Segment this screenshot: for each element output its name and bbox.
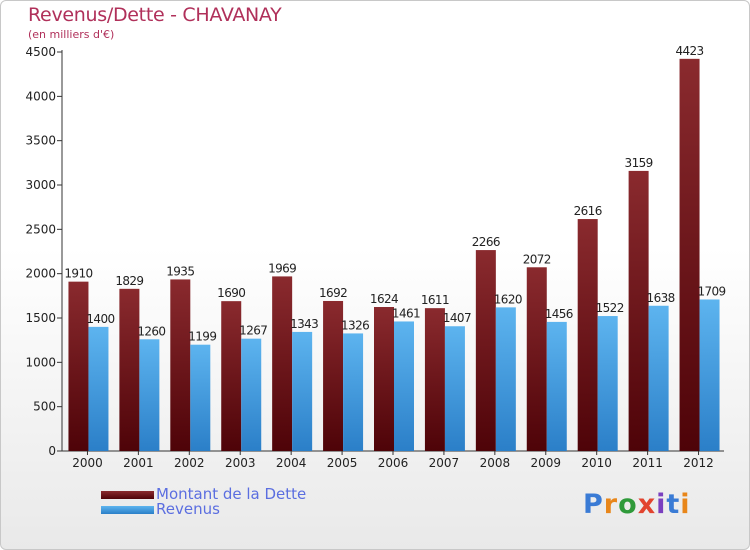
bar-debt (170, 279, 191, 451)
data-label-revenue: 1709 (697, 284, 725, 298)
bar-debt (272, 276, 293, 451)
legend-swatch-revenue (101, 506, 154, 514)
logo-letter: i (656, 489, 667, 520)
legend-label-revenue: Revenus (156, 500, 220, 518)
bar-revenue (444, 326, 465, 451)
legend-swatch-debt (101, 491, 154, 499)
proxiti-logo: Proxiti (583, 489, 691, 520)
bar-revenue (546, 321, 567, 451)
bar-debt (119, 288, 140, 451)
data-label-revenue: 1461 (392, 306, 420, 320)
data-label-revenue: 1267 (239, 324, 267, 338)
data-label-revenue: 1638 (647, 291, 675, 305)
bar-revenue (88, 326, 109, 451)
bar-debt (374, 307, 394, 451)
x-tick-label: 2004 (276, 456, 307, 470)
x-tick-label: 2003 (225, 456, 256, 470)
data-label-debt: 2266 (472, 235, 500, 249)
data-label-debt: 1692 (319, 286, 347, 300)
data-label-revenue: 1326 (341, 318, 369, 332)
data-label-revenue: 1343 (290, 317, 318, 331)
bar-debt (526, 267, 547, 451)
y-tick-label: 1500 (25, 311, 56, 325)
chart-subtitle: (en milliers d'€) (28, 28, 115, 41)
data-label-debt: 1935 (166, 264, 194, 278)
y-tick-label: 500 (33, 400, 56, 414)
data-label-revenue: 1400 (86, 312, 114, 326)
bar-revenue (394, 321, 414, 451)
data-label-revenue: 1407 (443, 311, 471, 325)
x-tick-label: 2000 (72, 456, 103, 470)
data-label-revenue: 1522 (596, 301, 624, 315)
data-label-debt: 1690 (217, 286, 245, 300)
y-tick-label: 3500 (25, 134, 56, 148)
bar-debt (68, 281, 89, 451)
data-label-debt: 1611 (421, 293, 449, 307)
x-tick-label: 2012 (683, 456, 714, 470)
logo-letter: P (583, 489, 604, 520)
x-tick-label: 2008 (480, 456, 511, 470)
data-label-debt: 1829 (115, 274, 143, 288)
data-label-revenue: 1260 (137, 324, 165, 338)
logo-letter: t (666, 489, 681, 520)
data-label-debt: 3159 (625, 156, 653, 170)
chart-title: Revenus/Dette - CHAVANAY (28, 4, 282, 26)
x-tick-label: 2006 (378, 456, 409, 470)
data-label-revenue: 1456 (545, 307, 573, 321)
bar-debt (679, 58, 700, 451)
x-tick-label: 2001 (123, 456, 154, 470)
x-tick-label: 2005 (327, 456, 358, 470)
y-tick-label: 2500 (25, 222, 56, 236)
bar-debt (628, 170, 649, 452)
bar-debt (577, 219, 598, 451)
x-tick-label: 2010 (581, 456, 612, 470)
data-label-revenue: 1199 (188, 330, 216, 344)
bar-revenue (597, 316, 618, 451)
bar-revenue (495, 307, 516, 451)
y-tick-label: 2000 (25, 267, 56, 281)
bar-revenue (699, 299, 720, 451)
data-label-debt: 1910 (64, 267, 92, 281)
x-tick-label: 2011 (632, 456, 663, 470)
bar-revenue (190, 344, 211, 451)
x-tick-label: 2002 (174, 456, 205, 470)
x-tick-label: 2007 (429, 456, 460, 470)
data-label-revenue: 1620 (494, 292, 522, 306)
data-label-debt: 1624 (370, 292, 398, 306)
y-tick-label: 3000 (25, 178, 56, 192)
bar-debt (424, 308, 445, 451)
logo-letter: r (603, 489, 619, 520)
data-label-debt: 1969 (268, 261, 296, 275)
bar-revenue (139, 339, 160, 451)
y-tick-label: 0 (48, 444, 56, 458)
logo-letter: i (680, 489, 691, 520)
y-tick-label: 1000 (25, 355, 56, 369)
logo-letter: x (637, 489, 657, 520)
bar-revenue (241, 338, 262, 451)
bar-debt (475, 250, 496, 451)
data-label-debt: 2072 (523, 252, 551, 266)
bar-debt (221, 301, 242, 451)
logo-letter: o (618, 489, 638, 520)
data-label-debt: 2616 (574, 204, 602, 218)
x-tick-label: 2009 (530, 456, 561, 470)
y-tick-label: 4000 (25, 89, 56, 103)
bar-revenue (343, 333, 364, 451)
bar-debt (323, 300, 344, 451)
bar-revenue (292, 331, 313, 451)
legend-label-debt: Montant de la Dette (156, 485, 307, 503)
data-label-debt: 4423 (675, 44, 703, 58)
y-tick-label: 4500 (25, 45, 56, 59)
bar-revenue (648, 305, 669, 451)
